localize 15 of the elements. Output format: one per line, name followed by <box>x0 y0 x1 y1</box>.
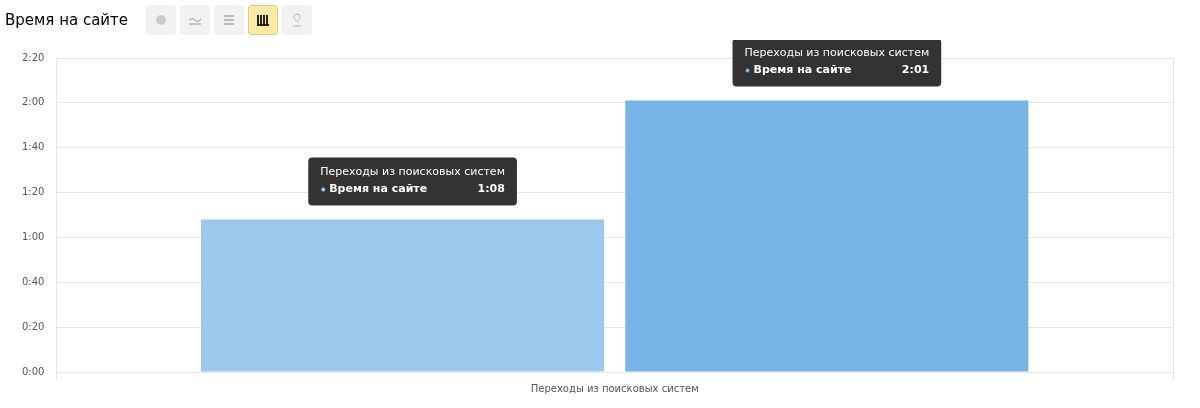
annotation: Переходы из поисковых систем <box>744 46 930 60</box>
data-label: 2:01 <box>901 63 930 77</box>
y-tick-label: 2:00 <box>21 96 45 108</box>
text: Время на сайте <box>753 63 852 77</box>
annotation: Переходы из поисковых систем <box>320 165 505 179</box>
y-tick-label: 0:20 <box>21 320 45 332</box>
y-tick-label: 0:40 <box>21 275 45 287</box>
y-tick-label: 1:40 <box>21 141 45 153</box>
y-tick-label: 1:00 <box>21 231 45 243</box>
chart-title: Время на сайте <box>5 11 129 29</box>
data-label: 1:08 <box>477 182 505 196</box>
y-tick-label: 0:00 <box>21 365 45 377</box>
text: Время на сайте <box>329 182 428 196</box>
y-tick-label: 2:20 <box>21 51 45 63</box>
y-tick-label: 1:20 <box>21 186 45 198</box>
